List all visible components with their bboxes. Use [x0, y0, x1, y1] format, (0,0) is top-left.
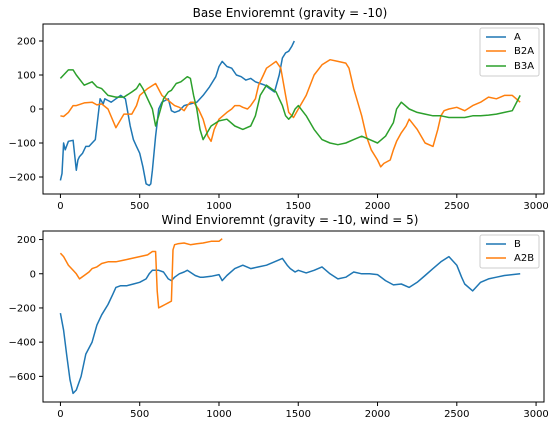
x-tick-label: 1500 [286, 201, 311, 212]
y-tick-label: −400 [9, 338, 36, 349]
x-tick-label: 1500 [286, 409, 311, 420]
legend-box [479, 27, 540, 77]
bottom-chart-yticks: −600 −400 −200 0 200 [9, 235, 43, 383]
y-tick-label: 200 [17, 37, 36, 48]
series-line-b2a [60, 58, 521, 168]
series-line-b [59, 255, 521, 395]
top-chart: Base Envioremnt (gravity = -10) 0 500 1000… [9, 6, 549, 212]
bottom-chart-title: Wind Envioremnt (gravity = -10, wind = 5… [162, 213, 419, 227]
x-tick-label: 0 [57, 409, 63, 420]
x-tick-label: 1000 [206, 201, 231, 212]
y-tick-label: 0 [30, 269, 36, 280]
x-tick-label: 1000 [206, 409, 231, 420]
y-tick-label: −600 [9, 372, 36, 383]
bottom-chart-legend: B A2B [479, 234, 540, 269]
x-tick-label: 2500 [444, 409, 469, 420]
y-tick-label: 0 [30, 105, 36, 116]
legend-label-a2b: A2B [514, 253, 534, 264]
legend-label-a: A [514, 32, 521, 43]
legend-label-b2a: B2A [514, 46, 534, 57]
legend-label-b3a: B3A [514, 61, 534, 72]
y-tick-label: 100 [17, 71, 36, 82]
y-tick-label: −200 [9, 173, 36, 184]
y-tick-label: −100 [9, 139, 36, 150]
x-tick-label: 0 [57, 201, 63, 212]
x-tick-label: 500 [130, 409, 149, 420]
top-chart-title: Base Envioremnt (gravity = -10) [193, 6, 388, 20]
x-tick-label: 3000 [523, 201, 548, 212]
x-tick-label: 2500 [444, 201, 469, 212]
top-chart-xticks: 0 500 1000 1500 2000 2500 3000 [57, 194, 549, 212]
y-tick-label: −200 [9, 303, 36, 314]
legend-label-b: B [514, 239, 521, 250]
bottom-chart-frame [42, 230, 545, 403]
bottom-chart-lines [59, 238, 521, 395]
x-tick-label: 2000 [365, 409, 390, 420]
top-chart-yticks: −200 −100 0 100 200 [9, 37, 43, 184]
bottom-chart-xticks: 0 500 1000 1500 2000 2500 3000 [57, 402, 549, 420]
series-line-b3a [59, 69, 521, 146]
series-line-a2b [59, 238, 223, 309]
y-tick-label: 200 [17, 235, 36, 246]
x-tick-label: 3000 [523, 409, 548, 420]
x-tick-label: 500 [130, 201, 149, 212]
top-chart-legend: A B2A B3A [479, 27, 540, 77]
bottom-chart: Wind Envioremnt (gravity = -10, wind = 5… [9, 213, 549, 420]
top-chart-lines [59, 40, 521, 187]
x-tick-label: 2000 [365, 201, 390, 212]
